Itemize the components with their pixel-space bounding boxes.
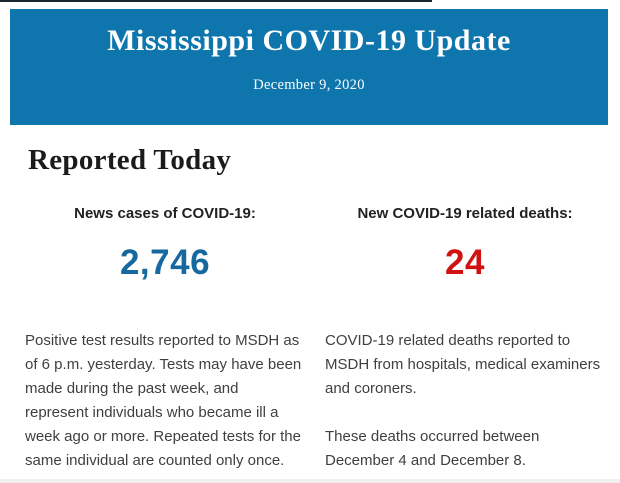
window-bottom-edge	[0, 479, 620, 483]
cases-description: Positive test results reported to MSDH a…	[25, 329, 305, 473]
newsletter-body: Reported Today News cases of COVID-19: 2…	[0, 125, 620, 473]
stat-cases-column: News cases of COVID-19: 2,746 Positive t…	[25, 205, 305, 473]
section-title: Reported Today	[28, 144, 232, 176]
stats-grid: News cases of COVID-19: 2,746 Positive t…	[0, 205, 620, 473]
newsletter-banner: Mississippi COVID-19 Update December 9, …	[10, 9, 608, 125]
deaths-paragraph: These deaths occurred between December 4…	[325, 428, 540, 469]
window-top-edge	[0, 0, 432, 2]
cases-label: News cases of COVID-19:	[74, 205, 256, 222]
stat-deaths-column: New COVID-19 related deaths: 24 COVID-19…	[325, 205, 605, 473]
deaths-value: 24	[445, 243, 485, 282]
deaths-description: COVID-19 related deaths reported to MSDH…	[325, 329, 605, 473]
deaths-paragraph: COVID-19 related deaths reported to MSDH…	[325, 332, 601, 397]
cases-paragraph: Positive test results reported to MSDH a…	[25, 332, 302, 469]
banner-title: Mississippi COVID-19 Update	[107, 24, 511, 57]
banner-date: December 9, 2020	[253, 77, 365, 93]
deaths-label: New COVID-19 related deaths:	[357, 205, 573, 222]
cases-value: 2,746	[119, 243, 211, 282]
